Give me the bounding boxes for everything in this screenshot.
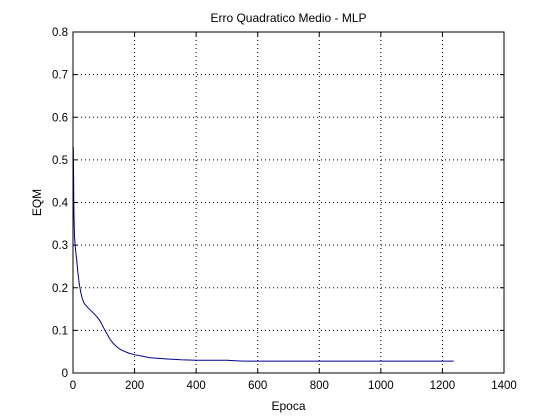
x-tick-label: 1200: [430, 380, 456, 392]
series-group: [72, 147, 454, 362]
y-tick-label: 0.5: [52, 155, 68, 167]
grid-lines: [73, 32, 504, 373]
x-tick-labels: 0 200 400 600 800 1000 1200 1400: [70, 380, 517, 392]
x-tick-label: 400: [187, 380, 206, 392]
y-tick-label: 0.8: [52, 27, 68, 39]
chart-title: Erro Quadratico Medio - MLP: [210, 11, 366, 25]
y-tick-label: 0.1: [52, 325, 68, 337]
x-tick-label: 200: [125, 380, 144, 392]
x-tick-label: 1000: [368, 380, 394, 392]
x-tick-label: 1400: [491, 380, 517, 392]
y-axis-label: EQM: [30, 189, 44, 216]
y-tick-label: 0.6: [52, 112, 68, 124]
y-tick-label: 0: [62, 368, 68, 380]
x-tick-label: 600: [248, 380, 267, 392]
x-tick-label: 800: [310, 380, 329, 392]
y-tick-label: 0.7: [52, 70, 68, 82]
x-axis-label: Epoca: [271, 399, 305, 413]
eqm-series-line: [72, 147, 454, 362]
plot-area: [73, 32, 504, 373]
plot-frame: [72, 31, 505, 374]
x-tick-label: 0: [70, 380, 76, 392]
y-tick-label: 0.4: [52, 198, 69, 210]
y-tick-labels: 0 0.1 0.2 0.3 0.4 0.5 0.6 0.7 0.8: [52, 27, 69, 380]
y-tick-label: 0.3: [52, 240, 68, 252]
y-tick-label: 0.2: [52, 283, 68, 295]
